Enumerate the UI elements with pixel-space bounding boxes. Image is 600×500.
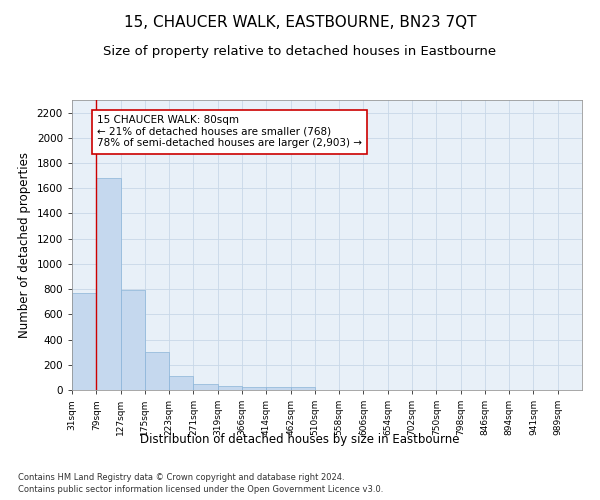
Text: Size of property relative to detached houses in Eastbourne: Size of property relative to detached ho… [103, 45, 497, 58]
Bar [242, 387, 266, 390]
Bar [145, 352, 169, 390]
Bar [193, 384, 218, 390]
Bar [96, 178, 121, 390]
Text: Distribution of detached houses by size in Eastbourne: Distribution of detached houses by size … [140, 432, 460, 446]
Bar [266, 387, 290, 390]
Bar [72, 293, 96, 390]
Text: 15 CHAUCER WALK: 80sqm
← 21% of detached houses are smaller (768)
78% of semi-de: 15 CHAUCER WALK: 80sqm ← 21% of detached… [97, 115, 362, 148]
Y-axis label: Number of detached properties: Number of detached properties [18, 152, 31, 338]
Text: Contains HM Land Registry data © Crown copyright and database right 2024.: Contains HM Land Registry data © Crown c… [18, 472, 344, 482]
Bar [169, 376, 193, 390]
Text: Contains public sector information licensed under the Open Government Licence v3: Contains public sector information licen… [18, 485, 383, 494]
Bar [218, 386, 242, 390]
Bar [121, 290, 145, 390]
Bar [290, 388, 315, 390]
Text: 15, CHAUCER WALK, EASTBOURNE, BN23 7QT: 15, CHAUCER WALK, EASTBOURNE, BN23 7QT [124, 15, 476, 30]
